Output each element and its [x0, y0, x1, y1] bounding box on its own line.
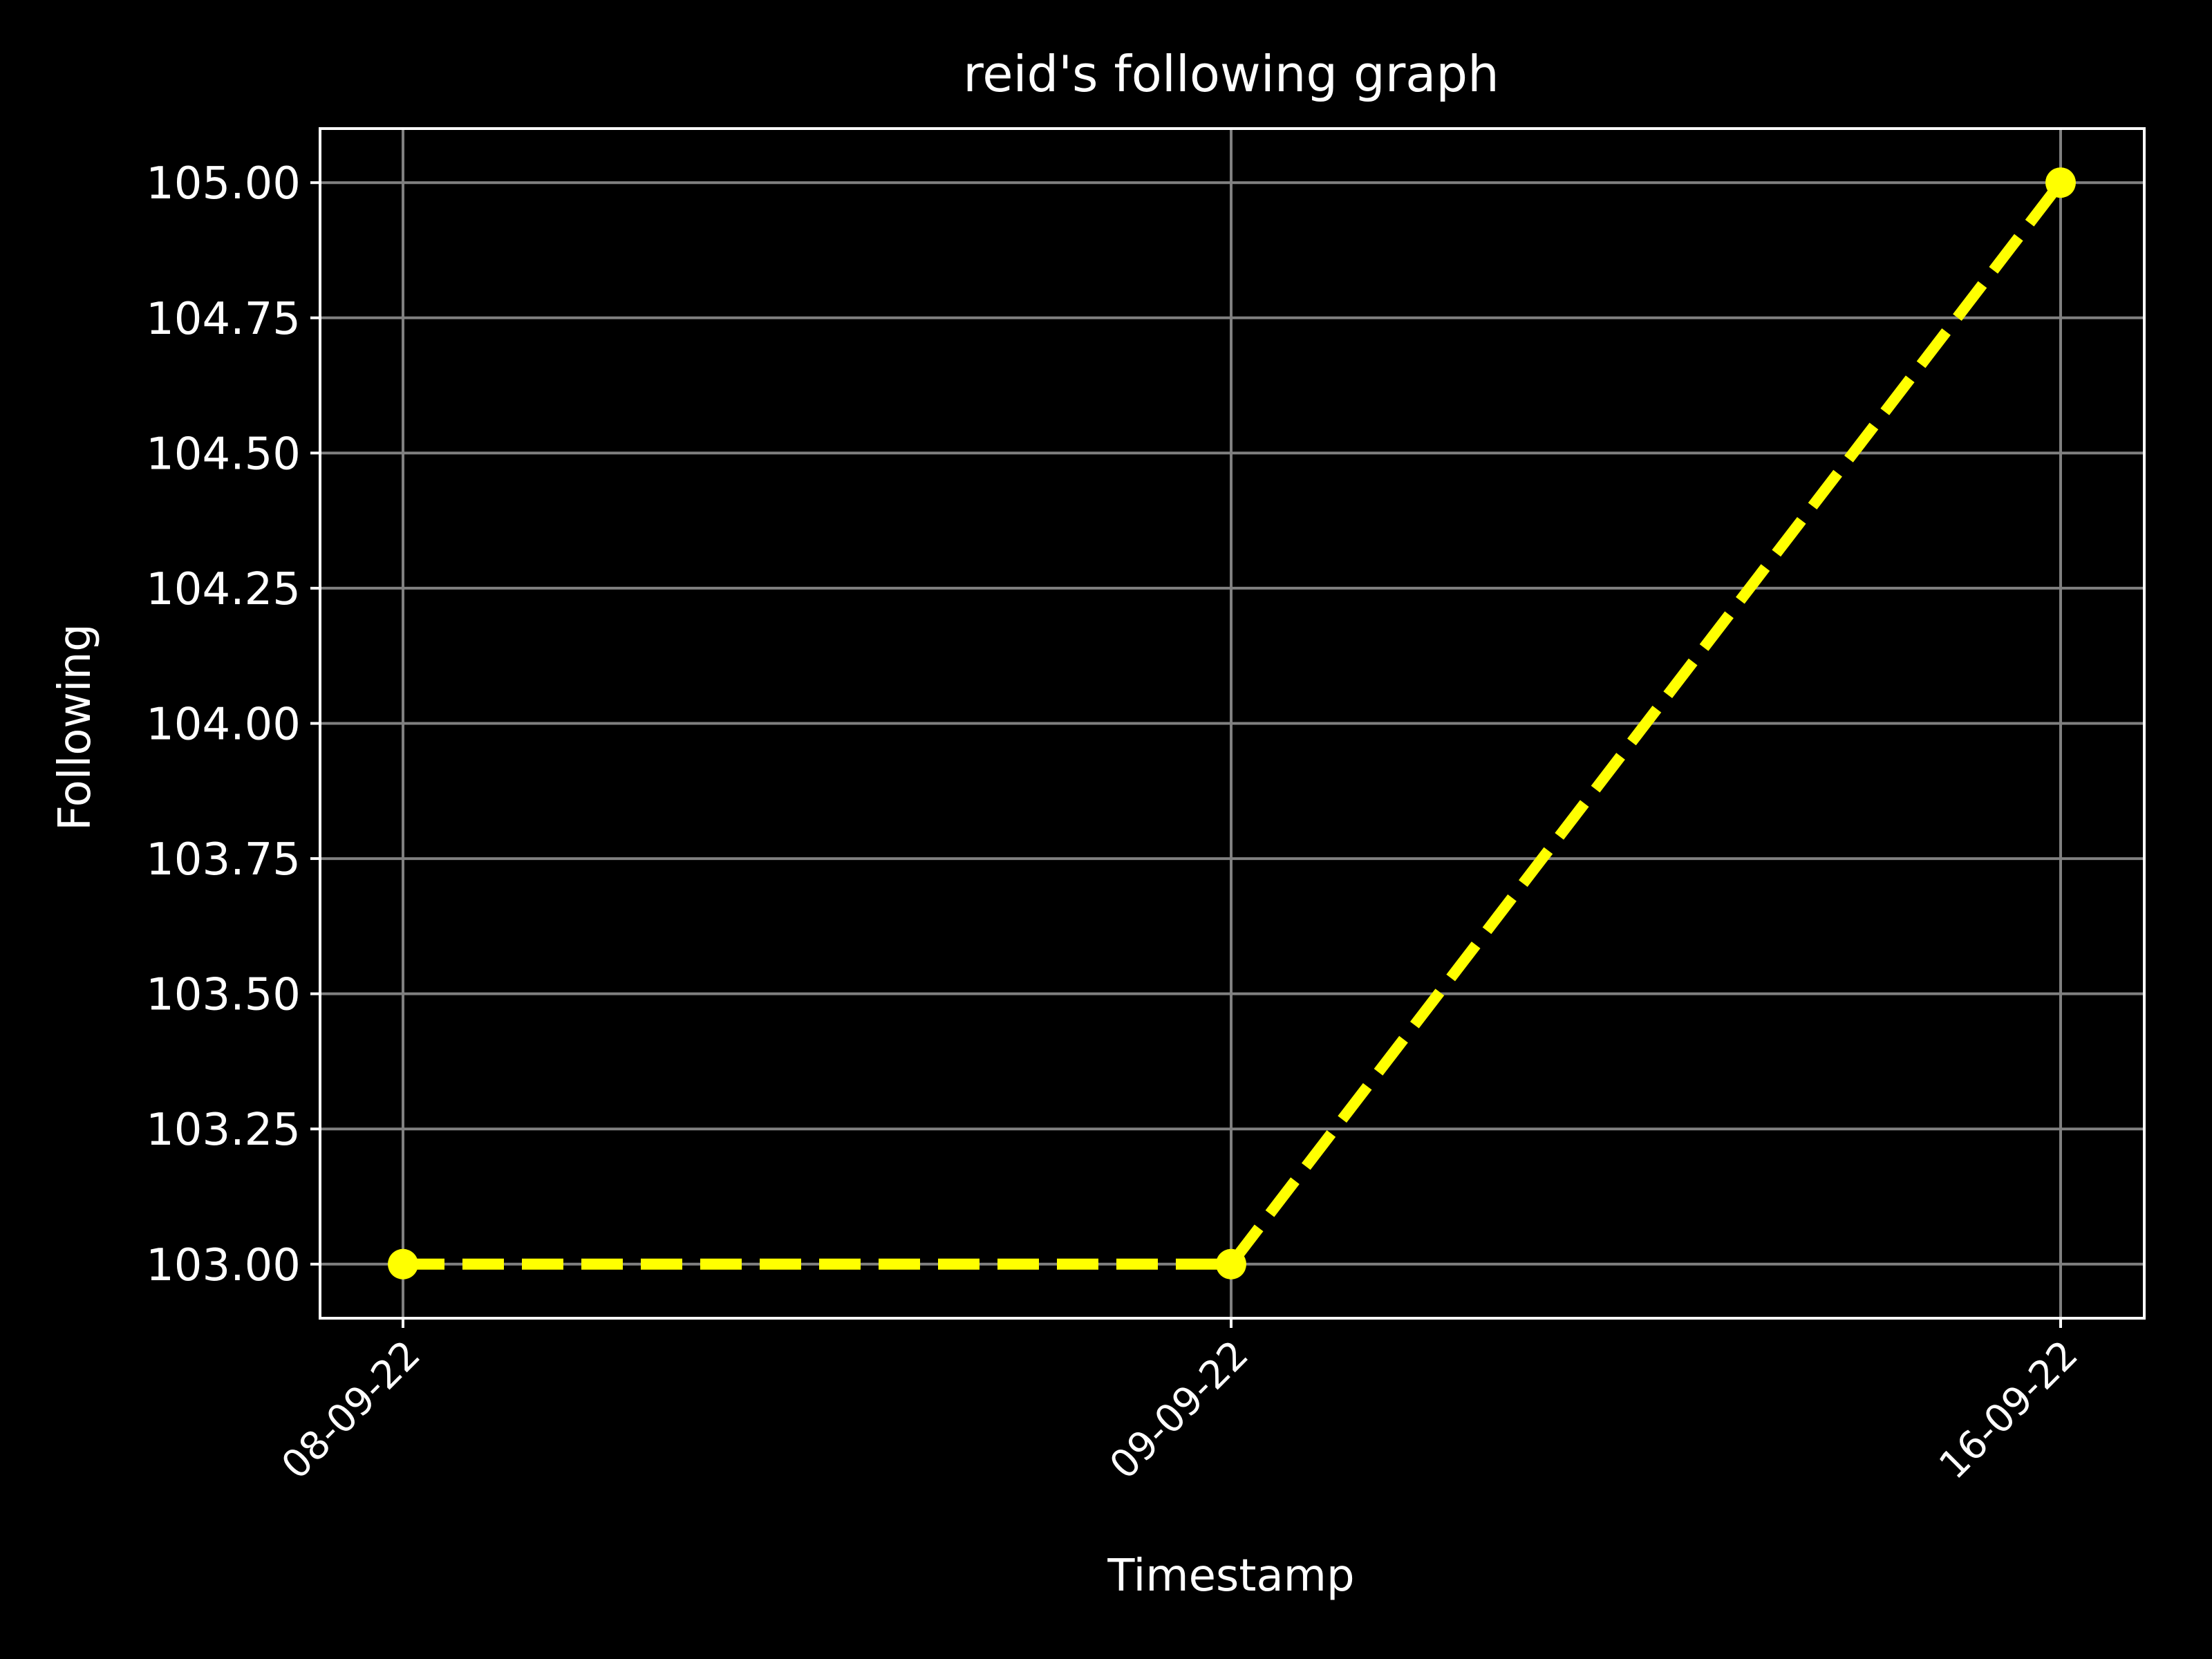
series-following	[388, 167, 2076, 1280]
y-tick-label: 104.75	[146, 294, 301, 345]
gridlines	[320, 129, 2144, 1318]
y-tick-label: 103.50	[146, 970, 301, 1021]
y-axis-label: Following	[50, 624, 101, 831]
y-tick-label: 103.25	[146, 1105, 301, 1156]
y-tick-label: 104.25	[146, 564, 301, 615]
y-tick-label: 105.00	[146, 158, 301, 209]
y-tick-label: 104.00	[146, 700, 301, 751]
y-tick-label: 103.00	[146, 1240, 301, 1291]
y-tick-label: 104.50	[146, 429, 301, 480]
data-point	[388, 1248, 418, 1280]
chart-title: reid's following graph	[963, 45, 1499, 103]
y-tick-label: 103.75	[146, 834, 301, 885]
data-point	[2045, 167, 2076, 198]
y-axis-ticks: 103.00 103.25 103.50 103.75 104.00 104.25 104.…	[146, 158, 320, 1291]
x-axis-label: Timestamp	[1107, 1550, 1354, 1602]
data-point	[1216, 1248, 1246, 1280]
series-line	[403, 179, 2065, 1270]
